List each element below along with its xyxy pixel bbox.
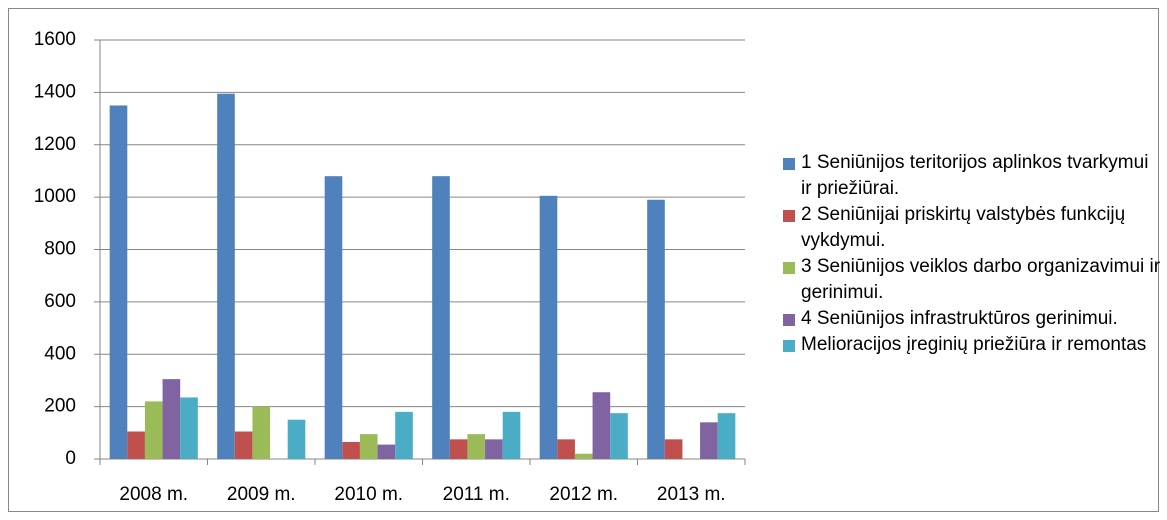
legend-swatch — [783, 262, 795, 274]
y-tick-label: 200 — [44, 396, 76, 417]
y-tick-label: 1200 — [34, 134, 76, 155]
legend-entry: 4 Seniūnijos infrastruktūros gerinimui. — [783, 306, 1163, 332]
legend-label: Melioracijos įreginių priežiūra ir remon… — [801, 334, 1147, 355]
bar — [557, 439, 575, 459]
bar — [610, 413, 628, 459]
legend-entry: Melioracijos įreginių priežiūra ir remon… — [783, 332, 1163, 358]
bar — [432, 176, 450, 460]
bar — [252, 406, 271, 459]
bar — [539, 195, 558, 460]
y-tick-label: 1600 — [34, 29, 76, 50]
legend-label: 4 Seniūnijos infrastruktūros gerinimui. — [801, 308, 1118, 329]
legend-swatch — [783, 210, 795, 222]
bar — [287, 419, 306, 459]
legend-entry: 1 Seniūnijos teritorijos aplinkos tvarky… — [783, 150, 1163, 202]
bar — [342, 441, 360, 459]
bar — [180, 397, 198, 459]
x-tick-label: 2013 m. — [657, 484, 726, 505]
legend-label: 1 Seniūnijos teritorijos aplinkos tvarky… — [801, 152, 1149, 199]
bar — [127, 431, 145, 459]
bar — [664, 439, 683, 459]
legend-swatch — [783, 314, 795, 326]
x-tick-label: 2008 m. — [119, 484, 188, 505]
legend-label: 2 Seniūnijai priskirtų valstybės funkcij… — [801, 204, 1126, 251]
legend: 1 Seniūnijos teritorijos aplinkos tvarky… — [783, 150, 1163, 358]
y-tick-label: 800 — [44, 239, 76, 260]
legend-entry: 2 Seniūnijai priskirtų valstybės funkcij… — [783, 202, 1163, 254]
bar — [647, 199, 665, 459]
bar — [162, 379, 181, 459]
y-tick-label: 1400 — [34, 81, 76, 102]
legend-label: 3 Seniūnijos veiklos darbo organizavimui… — [801, 256, 1161, 303]
x-tick-label: 2012 m. — [549, 484, 618, 505]
legend-swatch — [783, 158, 795, 170]
y-tick-label: 1000 — [34, 186, 76, 207]
bar — [109, 105, 128, 459]
y-tick-label: 0 — [65, 448, 76, 469]
bar — [324, 176, 343, 460]
bar — [449, 439, 468, 459]
bar — [592, 392, 611, 459]
y-tick-label: 400 — [44, 343, 76, 364]
bar — [359, 434, 378, 459]
bar — [377, 444, 396, 459]
bar — [717, 413, 736, 459]
bar — [217, 93, 235, 459]
bar — [574, 453, 593, 459]
y-tick-label: 600 — [44, 291, 76, 312]
bar — [467, 434, 486, 459]
legend-swatch — [783, 340, 795, 352]
bar — [144, 401, 163, 459]
x-tick-label: 2010 m. — [334, 484, 403, 505]
bar — [502, 411, 521, 459]
bar — [485, 439, 503, 459]
x-tick-label: 2011 m. — [443, 484, 510, 505]
bar — [700, 422, 718, 459]
legend-entry: 3 Seniūnijos veiklos darbo organizavimui… — [783, 254, 1163, 306]
bar — [395, 411, 413, 459]
x-tick-label: 2009 m. — [227, 484, 296, 505]
bar — [234, 431, 253, 459]
